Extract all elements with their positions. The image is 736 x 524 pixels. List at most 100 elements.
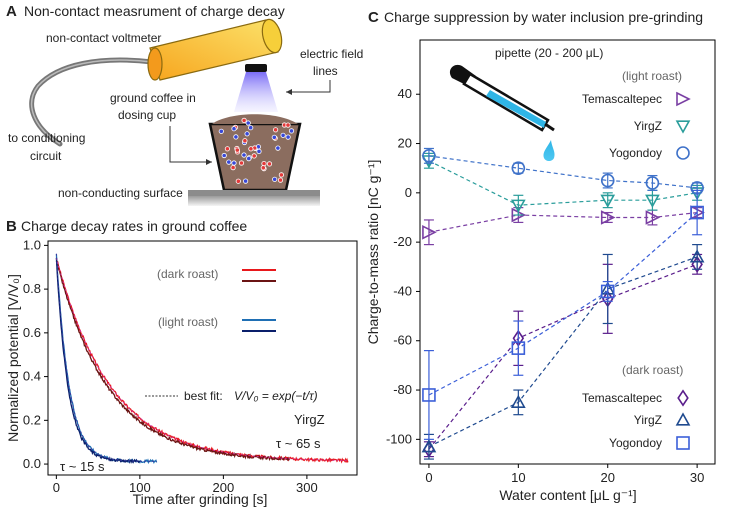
series-line	[428, 155, 698, 189]
panel-c-title: Charge suppression by water inclusion pr…	[384, 9, 703, 25]
coffee-particle	[244, 131, 250, 137]
coffee-particle	[243, 178, 249, 184]
data-point	[645, 176, 660, 190]
panel-b-curves	[55, 253, 349, 465]
coffee-particle	[230, 165, 236, 171]
b-ytick-label: 0.6	[23, 325, 41, 340]
b-ytick-label: 0.8	[23, 281, 41, 296]
c-ytick-label: -60	[393, 333, 412, 348]
c-xtick-label: 20	[600, 470, 614, 485]
panel-b-ticks: 0 100 200 300 0.0 0.2 0.4 0.6 0.8 1.0	[23, 237, 318, 495]
data-point	[600, 210, 616, 225]
panel-c: C Charge suppression by water inclusion …	[365, 9, 716, 503]
coffee-arrow	[169, 126, 212, 163]
legend-marker	[676, 436, 690, 450]
coffee-particle	[221, 152, 227, 159]
coffee-particles	[218, 117, 295, 184]
data-point	[600, 173, 615, 188]
b-ytick-label: 0.0	[23, 456, 41, 471]
b-xtick-label: 100	[129, 480, 151, 495]
panel-b-xlabel: Time after grinding [s]	[133, 491, 268, 507]
panel-a-title: Non-contact measrument of charge decay	[24, 3, 285, 19]
decay-curve-0	[55, 258, 349, 464]
data-point	[422, 388, 436, 402]
coffee-particle	[285, 122, 291, 128]
coffee-particle	[260, 165, 266, 171]
legend-dark-roast-c: (dark roast)	[622, 363, 683, 377]
series-light-yogondoy	[422, 147, 704, 195]
coffee-particle	[285, 134, 291, 140]
coffee-particle	[226, 159, 232, 165]
coffee-particle	[277, 177, 284, 183]
legend-label: YirgZ	[634, 413, 662, 427]
surface-label: non-conducting surface	[58, 186, 183, 200]
c-ytick-label: 20	[398, 136, 412, 151]
panel-c-xlabel: Water content [μL g⁻¹]	[499, 487, 636, 503]
legend-label: YirgZ	[634, 119, 662, 133]
coffee-particle	[275, 145, 281, 151]
series-line	[428, 256, 698, 448]
c-ytick-label: 40	[398, 86, 412, 101]
data-point	[645, 210, 661, 225]
coffee-particle	[241, 152, 247, 158]
coffee-particle	[234, 147, 240, 153]
coffee-particle	[245, 120, 251, 126]
coffee-particle	[231, 160, 237, 166]
field-label-2: lines	[313, 64, 338, 78]
b-xtick-label: 200	[213, 480, 235, 495]
coffee-particle	[224, 146, 230, 152]
data-point	[421, 439, 437, 453]
coffee-particle	[280, 132, 286, 138]
b-ytick-label: 0.4	[23, 369, 41, 384]
c-ytick-label: -40	[393, 283, 412, 298]
coffee-label-1: ground coffee in	[110, 91, 196, 105]
data-point	[600, 284, 615, 299]
coffee-particle	[218, 128, 224, 134]
coffee-particle	[233, 134, 239, 140]
series-dark-yogondoy	[422, 189, 704, 440]
legend-marker	[675, 412, 691, 426]
c-ytick-label: -100	[386, 431, 412, 446]
legend-label: Temascaltepec	[582, 391, 662, 405]
b-xtick-label: 0	[53, 480, 60, 495]
best-fit-formula: V/V₀ = exp(−t/τ)	[234, 389, 318, 403]
conditioning-label-1: to conditioning	[8, 131, 85, 145]
coffee-particle	[235, 178, 241, 184]
panel-b-title: Charge decay rates in ground coffee	[21, 218, 247, 234]
voltmeter-label: non-contact voltmeter	[46, 31, 161, 45]
legend-marker	[675, 120, 691, 134]
data-point	[510, 199, 526, 213]
field-arrow	[286, 80, 331, 93]
c-xtick-label: 0	[425, 470, 432, 485]
best-fit-label: best fit:	[184, 389, 223, 403]
data-point	[422, 149, 436, 163]
coffee-particle	[241, 117, 247, 124]
coffee-particle	[246, 156, 252, 162]
data-point	[689, 249, 705, 263]
data-point	[645, 194, 660, 208]
c-ytick-label: -80	[393, 382, 412, 397]
tau-65-annotation: τ ~ 65 s	[276, 436, 321, 451]
c-xtick-label: 10	[511, 470, 525, 485]
panel-a-label: A	[6, 3, 17, 20]
series-line	[428, 212, 698, 233]
coffee-label-2: dosing cup	[118, 108, 176, 122]
coffee-particle	[248, 146, 254, 152]
best-fit-curve-1	[55, 253, 157, 462]
panel-b: B Charge decay rates in ground coffee 0 1…	[5, 218, 358, 507]
data-point	[690, 205, 704, 220]
c-xtick-label: 30	[690, 470, 704, 485]
field-label-1: electric field	[300, 47, 363, 61]
legend-label: Yogondoy	[609, 436, 662, 450]
sample-label: YirgZ	[294, 412, 325, 427]
data-point	[510, 394, 526, 408]
coffee-particle	[231, 126, 237, 132]
voltmeter-icon	[147, 18, 283, 81]
decay-curve-2	[55, 254, 158, 465]
probe-head-icon	[245, 64, 267, 72]
legend-marker	[676, 91, 691, 107]
decay-curve-1	[55, 261, 291, 462]
legend-dark-roast: (dark roast)	[157, 267, 218, 281]
panel-c-legend: Temascaltepec YirgZ Yogondoy Temascaltepec Y…	[582, 91, 691, 450]
